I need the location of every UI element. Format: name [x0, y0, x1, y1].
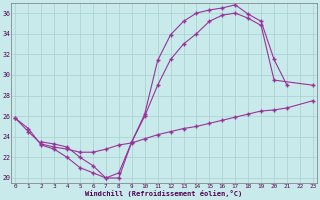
X-axis label: Windchill (Refroidissement éolien,°C): Windchill (Refroidissement éolien,°C)	[85, 190, 243, 197]
